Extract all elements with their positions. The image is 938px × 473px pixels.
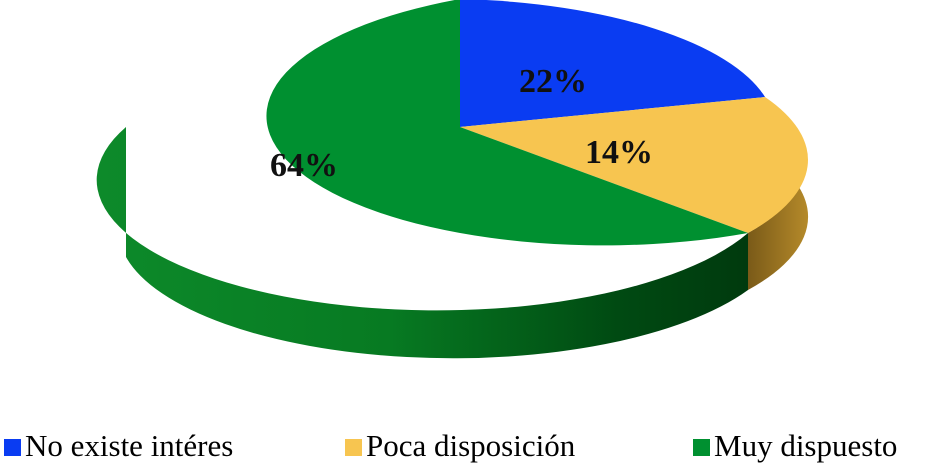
pie-top [266,0,808,246]
legend: No existe intéres Poca disposición Muy d… [0,426,938,466]
slice-side-poca-disposicion [748,127,809,290]
legend-swatch-yellow [345,438,362,456]
pie-side-walls [96,127,809,359]
legend-label: No existe intéres [25,428,234,463]
slice-side-muy-dispuesto [96,127,748,359]
slice-muy-dispuesto[interactable] [266,0,748,246]
label-muy-dispuesto: 64% [270,147,338,184]
legend-label: Muy dispuesto [714,428,898,463]
slice-poca-disposicion[interactable] [460,97,808,233]
legend-label: Poca disposición [366,428,576,463]
legend-swatch-green [693,438,710,456]
slice-no-existe-interes[interactable] [460,0,765,127]
label-no-existe-interes: 22% [519,63,587,100]
legend-item-poca-disposicion: Poca disposición [345,426,575,466]
legend-item-muy-dispuesto: Muy dispuesto [693,426,897,466]
legend-swatch-blue [4,438,21,456]
legend-item-no-existe-interes: No existe intéres [4,426,233,466]
label-poca-disposicion: 14% [585,134,653,171]
